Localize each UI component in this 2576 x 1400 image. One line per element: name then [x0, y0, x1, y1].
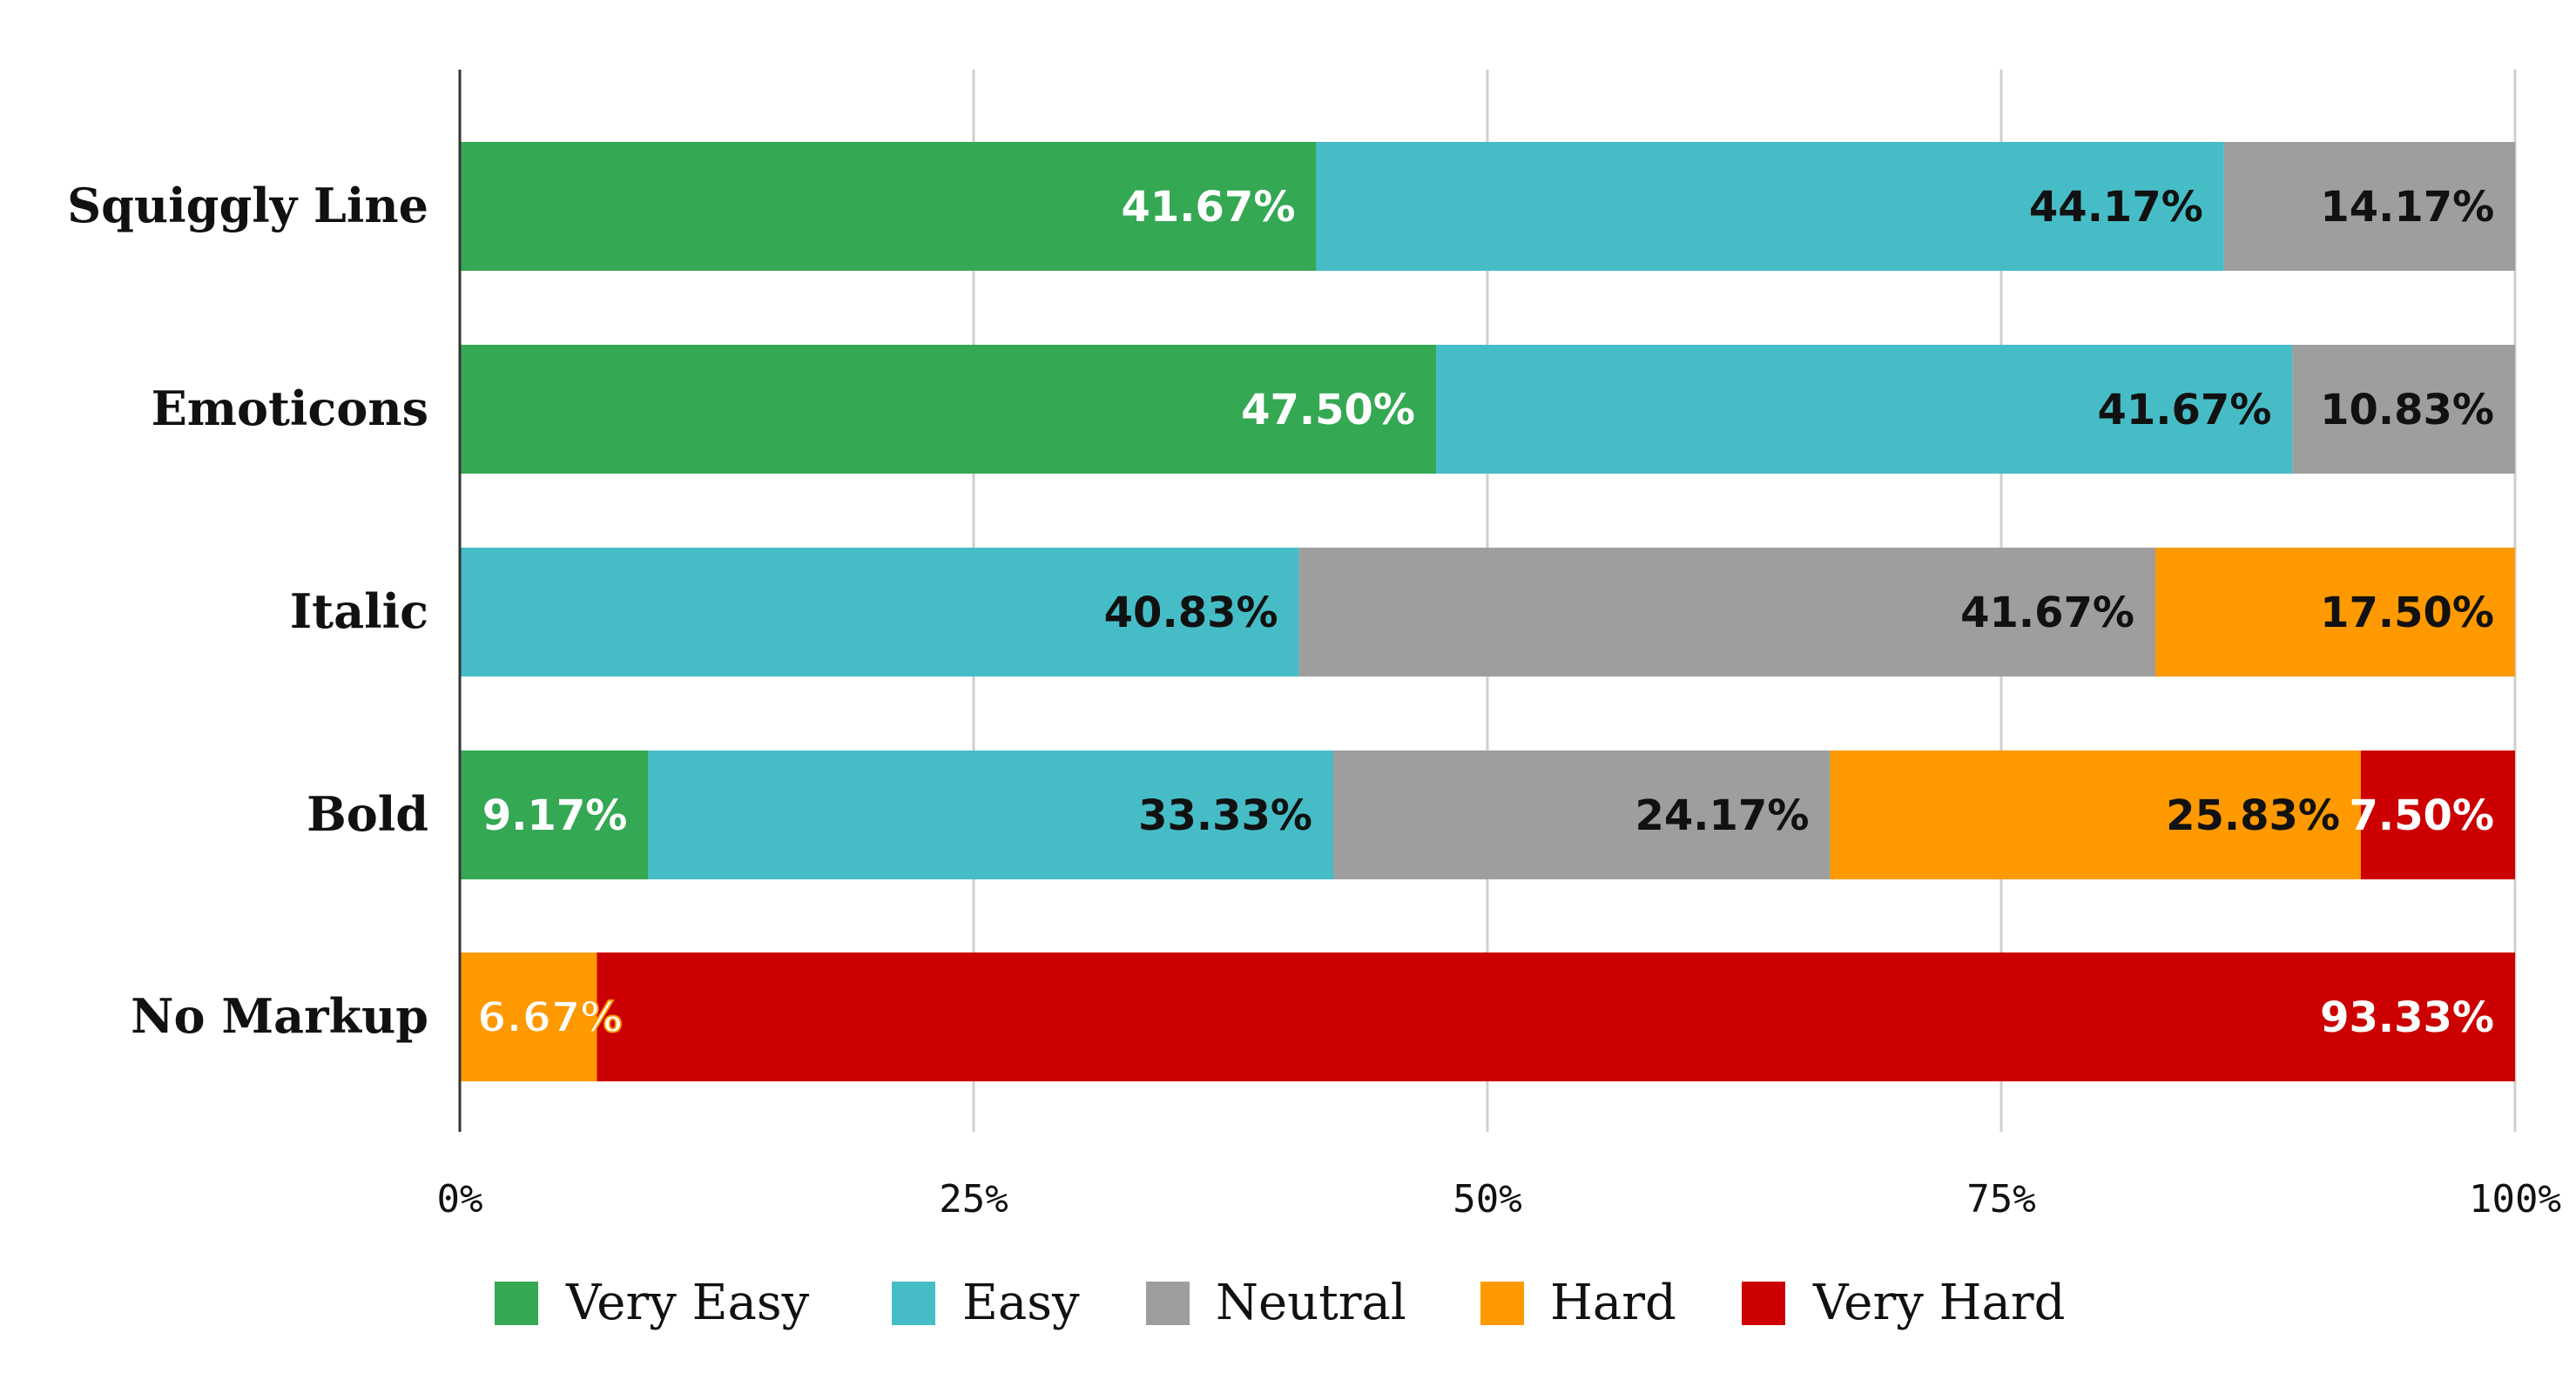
bar-italic-easy: [460, 548, 1299, 676]
legend-swatch-hard: [1480, 1282, 1524, 1325]
bar-bold-easy: [648, 750, 1333, 879]
category-labels: Squiggly Line Emoticons Italic Bold No Marku…: [67, 178, 428, 1044]
legend: Very Easy Easy Neutral Hard Very Hard: [495, 1275, 2066, 1331]
data-label-no-markup-hard: 6.67%: [477, 993, 623, 1042]
x-axis-ticks: 0% 25% 50% 75% 100%: [437, 1177, 2561, 1222]
bar-squiggly-line-easy: [1316, 142, 2224, 271]
bar-emoticons-easy: [1436, 345, 2293, 474]
legend-swatch-neutral: [1146, 1282, 1190, 1325]
bars: [460, 142, 2516, 1081]
bar-squiggly-line-very-easy: [460, 142, 1317, 271]
data-label-squiggly-line-easy: 44.17%: [2029, 183, 2203, 232]
legend-swatch-very-easy: [495, 1282, 538, 1325]
data-label-bold-hard: 25.83%: [2166, 791, 2340, 840]
bar-no-markup-hard: [460, 952, 597, 1081]
data-label-italic-neutral: 41.67%: [1960, 589, 2134, 637]
legend-label-neutral: Neutral: [1216, 1275, 1406, 1331]
legend-swatch-very-hard: [1742, 1282, 1785, 1325]
legend-label-hard: Hard: [1550, 1275, 1676, 1331]
legend-label-very-hard: Very Hard: [1812, 1275, 2066, 1331]
data-labels: 41.67% 44.17% 14.17% 47.50% 41.67% 10.83% 40.8…: [476, 183, 2494, 1043]
bar-emoticons-neutral: [2292, 345, 2515, 474]
data-label-italic-easy: 40.83%: [1104, 589, 1278, 637]
data-label-squiggly-line-neutral: 14.17%: [2320, 183, 2494, 232]
data-label-no-markup-very-hard: 93.33%: [2320, 993, 2494, 1042]
category-label-italic: Italic: [290, 583, 428, 639]
legend-swatch-easy: [892, 1282, 935, 1325]
category-label-bold: Bold: [307, 786, 428, 842]
legend-label-easy: Easy: [962, 1275, 1080, 1331]
x-tick-label: 50%: [1453, 1177, 1521, 1222]
data-label-bold-very-easy: 9.17%: [482, 791, 628, 840]
bar-italic-neutral: [1298, 548, 2155, 676]
x-tick-label: 100%: [2469, 1177, 2561, 1222]
bar-emoticons-very-easy: [460, 345, 1436, 474]
category-label-squiggly-line: Squiggly Line: [67, 178, 428, 233]
data-label-italic-hard: 17.50%: [2320, 589, 2494, 637]
category-label-no-markup: No Markup: [131, 988, 428, 1044]
data-label-bold-easy: 33.33%: [1138, 791, 1312, 840]
data-label-emoticons-neutral: 10.83%: [2320, 386, 2494, 434]
bar-bold-hard: [1830, 750, 2361, 879]
x-tick-label: 0%: [437, 1177, 483, 1222]
bar-italic-hard: [2155, 548, 2515, 676]
bar-bold-very-hard: [2361, 750, 2515, 879]
bar-bold-very-easy: [460, 750, 649, 879]
data-label-bold-very-hard: 7.50%: [2349, 791, 2494, 840]
bar-squiggly-line-neutral: [2223, 142, 2516, 271]
x-tick-label: 75%: [1966, 1177, 2035, 1222]
data-label-bold-neutral: 24.17%: [1635, 791, 1809, 840]
data-label-squiggly-line-very-easy: 41.67%: [1121, 183, 1295, 232]
bar-bold-neutral: [1333, 750, 1831, 879]
bar-no-markup-very-hard: [597, 952, 2515, 1081]
category-label-emoticons: Emoticons: [152, 380, 428, 436]
legend-label-very-easy: Very Easy: [565, 1275, 810, 1331]
data-label-emoticons-easy: 41.67%: [2097, 386, 2271, 434]
data-label-emoticons-very-easy: 47.50%: [1241, 386, 1415, 434]
x-tick-label: 25%: [939, 1177, 1008, 1222]
